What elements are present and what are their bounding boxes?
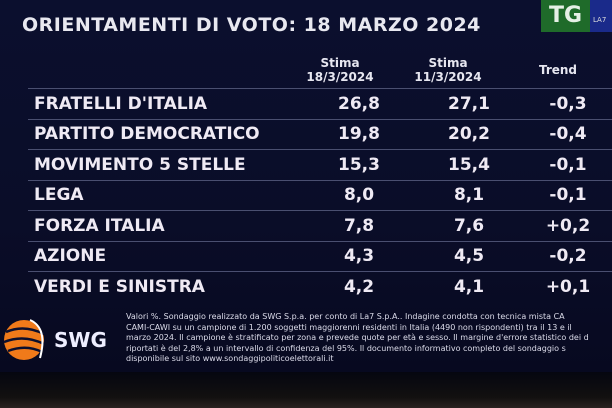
- trend-value: -0,1: [524, 149, 612, 180]
- party-name: LEGA: [28, 179, 304, 211]
- column-header-previous: Stima 11/3/2024: [398, 56, 498, 84]
- la7-logo: LA7: [590, 0, 612, 32]
- previous-estimate: 7,6: [414, 210, 524, 241]
- current-estimate: 4,3: [304, 240, 414, 272]
- table-row: FRATELLI D'ITALIA 26,8 27,1 -0,3: [28, 88, 612, 119]
- party-name: VERDI E SINISTRA: [28, 271, 304, 302]
- column-header-line: 11/3/2024: [414, 70, 482, 84]
- previous-estimate: 4,1: [414, 271, 524, 302]
- column-header-current: Stima 18/3/2024: [290, 56, 390, 84]
- column-header-line: 18/3/2024: [306, 70, 374, 84]
- note-line: disponibile sul sito www.sondaggipolitic…: [126, 354, 334, 363]
- party-name: FORZA ITALIA: [28, 210, 304, 241]
- table-row: MOVIMENTO 5 STELLE 15,3 15,4 -0,1: [28, 149, 612, 180]
- trend-value: -0,2: [524, 240, 612, 272]
- current-estimate: 7,8: [304, 210, 414, 241]
- table-row: LEGA 8,0 8,1 -0,1: [28, 179, 612, 211]
- swg-logo-text: SWG: [54, 328, 107, 352]
- previous-estimate: 8,1: [414, 179, 524, 211]
- previous-estimate: 15,4: [414, 149, 524, 180]
- table-row: FORZA ITALIA 7,8 7,6 +0,2: [28, 210, 612, 241]
- party-name: FRATELLI D'ITALIA: [28, 88, 304, 119]
- current-estimate: 4,2: [304, 271, 414, 302]
- table-row: PARTITO DEMOCRATICO 19,8 20,2 -0,4: [28, 118, 612, 150]
- column-header-line: Stima: [320, 56, 360, 70]
- poll-table: FRATELLI D'ITALIA 26,8 27,1 -0,3 PARTITO DEM…: [28, 88, 612, 302]
- current-estimate: 19,8: [304, 118, 414, 150]
- note-line: Valori %. Sondaggio realizzato da SWG S.…: [126, 312, 565, 321]
- tv-bezel: [0, 372, 612, 408]
- methodology-note: Valori %. Sondaggio realizzato da SWG S.…: [126, 312, 612, 365]
- trend-value: -0,4: [524, 118, 612, 150]
- current-estimate: 26,8: [304, 88, 414, 119]
- party-name: MOVIMENTO 5 STELLE: [28, 149, 304, 180]
- party-name: AZIONE: [28, 240, 304, 272]
- previous-estimate: 27,1: [414, 88, 524, 119]
- column-header-line: Stima: [428, 56, 468, 70]
- page-title: ORIENTAMENTI DI VOTO: 18 MARZO 2024: [22, 14, 481, 36]
- column-header-trend: Trend: [538, 63, 578, 77]
- party-name: PARTITO DEMOCRATICO: [28, 118, 304, 150]
- previous-estimate: 20,2: [414, 118, 524, 150]
- table-row: AZIONE 4,3 4,5 -0,2: [28, 240, 612, 272]
- trend-value: +0,1: [524, 271, 612, 302]
- note-line: marzo 2024. Il campione è stratificato p…: [126, 333, 589, 342]
- current-estimate: 8,0: [304, 179, 414, 211]
- previous-estimate: 4,5: [414, 240, 524, 272]
- tg-logo: TG: [541, 0, 590, 32]
- trend-value: +0,2: [524, 210, 612, 241]
- note-line: riportati è del 2,8% a un intervallo di …: [126, 343, 566, 353]
- trend-value: -0,3: [524, 88, 612, 119]
- table-row: VERDI E SINISTRA 4,2 4,1 +0,1: [28, 271, 612, 302]
- current-estimate: 15,3: [304, 149, 414, 180]
- swg-globe-logo: [3, 319, 45, 360]
- trend-value: -0,1: [524, 179, 612, 211]
- note-line: CAMI-CAWI su un campione di 1.200 sogget…: [126, 322, 572, 332]
